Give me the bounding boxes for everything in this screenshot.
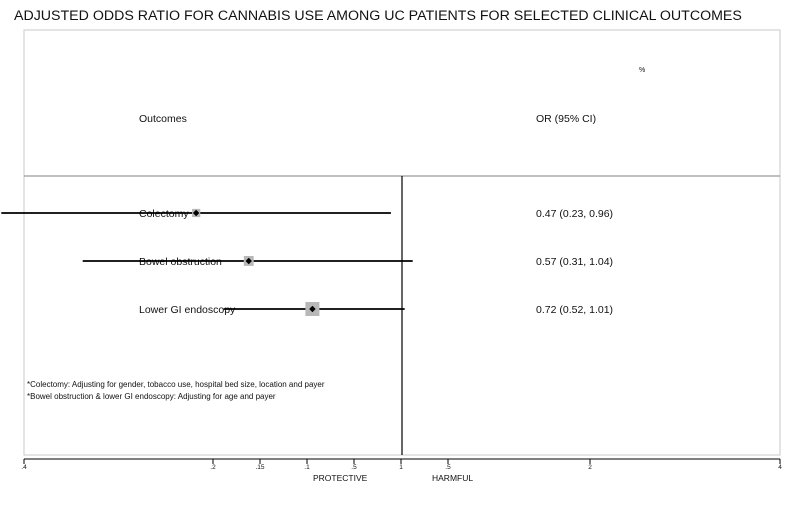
point-estimate <box>309 305 316 313</box>
direction-label-protective: PROTECTIVE <box>313 473 368 483</box>
row-label: Bowel obstruction <box>139 256 222 268</box>
x-tick: .5 <box>445 459 451 471</box>
x-tick-label: .4 <box>21 464 27 471</box>
point-estimate <box>245 257 252 265</box>
forest-row-lower-gi-endoscopy: Lower GI endoscopy 0.72 (0.52, 1.01) <box>139 302 613 316</box>
x-tick: .2 <box>210 459 216 471</box>
x-axis-ticks: .4 .2 .15 .1 .5 1 .5 2 4 <box>21 459 782 471</box>
row-or-ci-text: 0.47 (0.23, 0.96) <box>536 208 613 220</box>
x-tick: 1 <box>399 459 403 471</box>
x-tick: 4 <box>778 459 782 471</box>
x-tick-label: .5 <box>351 464 357 471</box>
forest-row-colectomy: Colectomy 0.47 (0.23, 0.96) <box>1 208 613 220</box>
header-or-ci: OR (95% CI) <box>536 113 596 125</box>
row-label: Lower GI endoscopy <box>139 304 236 316</box>
row-label: Colectomy <box>139 208 189 220</box>
direction-label-harmful: HARMFUL <box>432 473 473 483</box>
x-tick-label: .1 <box>304 464 310 471</box>
x-tick-label: 2 <box>588 464 592 471</box>
footnote-bowel-endoscopy: *Bowel obstruction & lower GI endoscopy:… <box>27 392 276 401</box>
x-tick: .4 <box>21 459 27 471</box>
header-outcomes: Outcomes <box>139 113 187 125</box>
x-tick: 2 <box>588 459 592 471</box>
x-tick-label: 1 <box>399 464 403 471</box>
x-tick: .15 <box>255 459 265 471</box>
x-tick: .5 <box>351 459 357 471</box>
footnote-colectomy: *Colectomy: Adjusting for gender, tobacc… <box>27 380 325 389</box>
x-tick-label: 4 <box>778 464 782 471</box>
row-or-ci-text: 0.57 (0.31, 1.04) <box>536 256 613 268</box>
chart-title: ADJUSTED ODDS RATIO FOR CANNABIS USE AMO… <box>14 8 742 24</box>
x-tick-label: .5 <box>445 464 451 471</box>
x-tick: .1 <box>304 459 310 471</box>
corner-mark: % <box>639 67 645 74</box>
x-tick-label: .2 <box>210 464 216 471</box>
forest-row-bowel-obstruction: Bowel obstruction 0.57 (0.31, 1.04) <box>82 256 613 268</box>
x-tick-label: .15 <box>255 464 264 471</box>
rows-layer: Colectomy 0.47 (0.23, 0.96) Bowel obstruct… <box>1 208 613 316</box>
point-estimate <box>192 209 200 217</box>
row-or-ci-text: 0.72 (0.52, 1.01) <box>536 304 613 316</box>
